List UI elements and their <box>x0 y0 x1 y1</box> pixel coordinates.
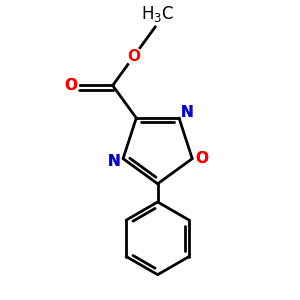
Text: O: O <box>64 78 77 93</box>
Text: $\mathregular{H_3C}$: $\mathregular{H_3C}$ <box>141 4 174 24</box>
Text: N: N <box>108 154 121 169</box>
Text: N: N <box>108 154 121 169</box>
Text: O: O <box>195 151 208 166</box>
Text: O: O <box>195 151 208 166</box>
Text: O: O <box>64 78 77 93</box>
Text: N: N <box>180 105 193 120</box>
Text: N: N <box>180 105 193 120</box>
Text: O: O <box>128 49 140 64</box>
